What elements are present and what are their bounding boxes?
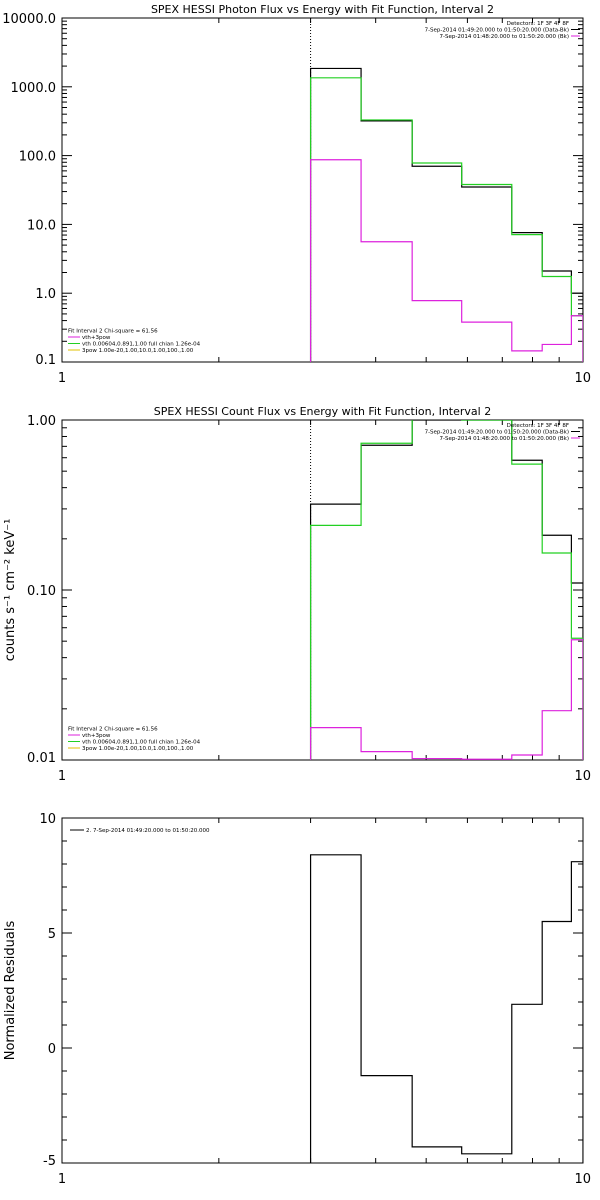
chart-title: SPEX HESSI Photon Flux vs Energy with Fi… <box>151 3 494 16</box>
series-3 <box>309 639 583 760</box>
y-tick-label: 1.0 <box>35 287 56 302</box>
y-tick-label: 0 <box>48 1042 56 1057</box>
legend-entry: Detectors: 1F 3F 4F 8F <box>507 21 569 27</box>
x-tick-label: 1 <box>58 769 66 784</box>
legend-entry: vth 0.00604,0.891,1.00 full chian 1.26e-… <box>82 740 201 746</box>
chart-panel-2: SPEX HESSI Count Flux vs Energy with Fit… <box>3 405 591 784</box>
legend-entry: 7-Sep-2014 01:49:20.000 to 01:50:20.000 … <box>425 430 569 436</box>
series-line <box>309 639 583 760</box>
y-axis-ticks: 0.01 0.10 1.00 <box>27 414 583 766</box>
chart-panel-1: SPEX HESSI Photon Flux vs Energy with Fi… <box>2 3 591 386</box>
y-tick-label: 0.10 <box>27 584 56 599</box>
y-tick-label: 10.0 <box>27 218 56 233</box>
series-2 <box>309 77 583 362</box>
legend-entry: 7-Sep-2014 01:48:20.000 to 01:50:20.000 … <box>440 34 570 40</box>
legend-top: Detectors: 1F 3F 4F 8F7-Sep-2014 01:49:2… <box>425 423 580 442</box>
series-1 <box>309 854 583 1163</box>
series-2 <box>309 420 583 760</box>
legend-entry: 3pow 1.00e-20,1.00,10.0,1.00,100.,1.00 <box>82 348 194 354</box>
y-axis-ticks: -5 0 5 10 <box>39 812 583 1169</box>
chart-panel-3: 1 10 -5 0 5 10 Normalized Residuals 2. 7-Sep-20… <box>3 812 591 1187</box>
series-line <box>309 77 583 362</box>
legend-bottom: Fit Interval 2 Chi-square = 61.56vth+3po… <box>68 329 201 354</box>
y-tick-label: 0.1 <box>35 353 56 368</box>
y-tick-label: 100.0 <box>19 150 56 165</box>
y-tick-label: 1000.0 <box>11 81 57 96</box>
x-tick-label: 10 <box>574 769 591 784</box>
legend-top: Detectors: 1F 3F 4F 8F7-Sep-2014 01:49:2… <box>425 21 580 40</box>
y-tick-label: -5 <box>43 1154 56 1169</box>
legend-entry: 3pow 1.00e-20,1.00,10.0,1.00,100.,1.00 <box>82 746 194 752</box>
x-tick-label: 10 <box>574 371 591 386</box>
y-axis-label: counts s⁻¹ cm⁻² keV⁻¹ <box>3 519 18 662</box>
series-line <box>309 159 583 362</box>
legend-entry: vth+3pow <box>82 733 111 739</box>
plot-frame <box>61 817 584 1164</box>
y-tick-label: 0.01 <box>27 751 56 766</box>
legend-top: 2. 7-Sep-2014 01:49:20.000 to 01:50:20.0… <box>70 828 210 834</box>
legend-entry: vth+3pow <box>82 335 111 341</box>
x-axis-ticks: 1 10 <box>58 420 591 784</box>
x-tick-label: 1 <box>58 1172 66 1187</box>
legend-entry: 7-Sep-2014 01:48:20.000 to 01:50:20.000 … <box>440 436 570 442</box>
series-line <box>309 67 583 362</box>
legend-entry: 2. 7-Sep-2014 01:49:20.000 to 01:50:20.0… <box>86 828 210 834</box>
legend-entry: Fit Interval 2 Chi-square = 61.56 <box>68 329 158 335</box>
series-line <box>309 854 583 1163</box>
legend-bottom: Fit Interval 2 Chi-square = 61.56vth+3po… <box>68 727 201 752</box>
series-3 <box>309 159 583 362</box>
legend-entry: Detectors: 1F 3F 4F 8F <box>507 423 569 429</box>
series-line <box>309 420 583 760</box>
x-axis-ticks: 1 10 <box>58 818 591 1187</box>
y-tick-label: 10000.0 <box>2 12 56 27</box>
y-axis-ticks: 0.1 1.0 10.0 100.0 1000.0 10000.0 <box>2 12 583 368</box>
y-tick-label: 1.00 <box>27 414 56 429</box>
legend-entry: vth 0.00604,0.891,1.00 full chian 1.26e-… <box>82 342 201 348</box>
series-1 <box>309 67 583 362</box>
legend-entry: Fit Interval 2 Chi-square = 61.56 <box>68 727 158 733</box>
plot-frame <box>61 17 584 363</box>
y-tick-label: 10 <box>39 812 56 827</box>
legend-entry: 7-Sep-2014 01:49:20.000 to 01:50:20.000 … <box>425 28 569 34</box>
chart-title: SPEX HESSI Count Flux vs Energy with Fit… <box>154 405 491 418</box>
y-tick-label: 5 <box>48 927 56 942</box>
plot-frame <box>61 419 584 761</box>
x-tick-label: 1 <box>58 371 66 386</box>
y-axis-label: Normalized Residuals <box>3 921 18 1061</box>
x-tick-label: 10 <box>574 1172 591 1187</box>
